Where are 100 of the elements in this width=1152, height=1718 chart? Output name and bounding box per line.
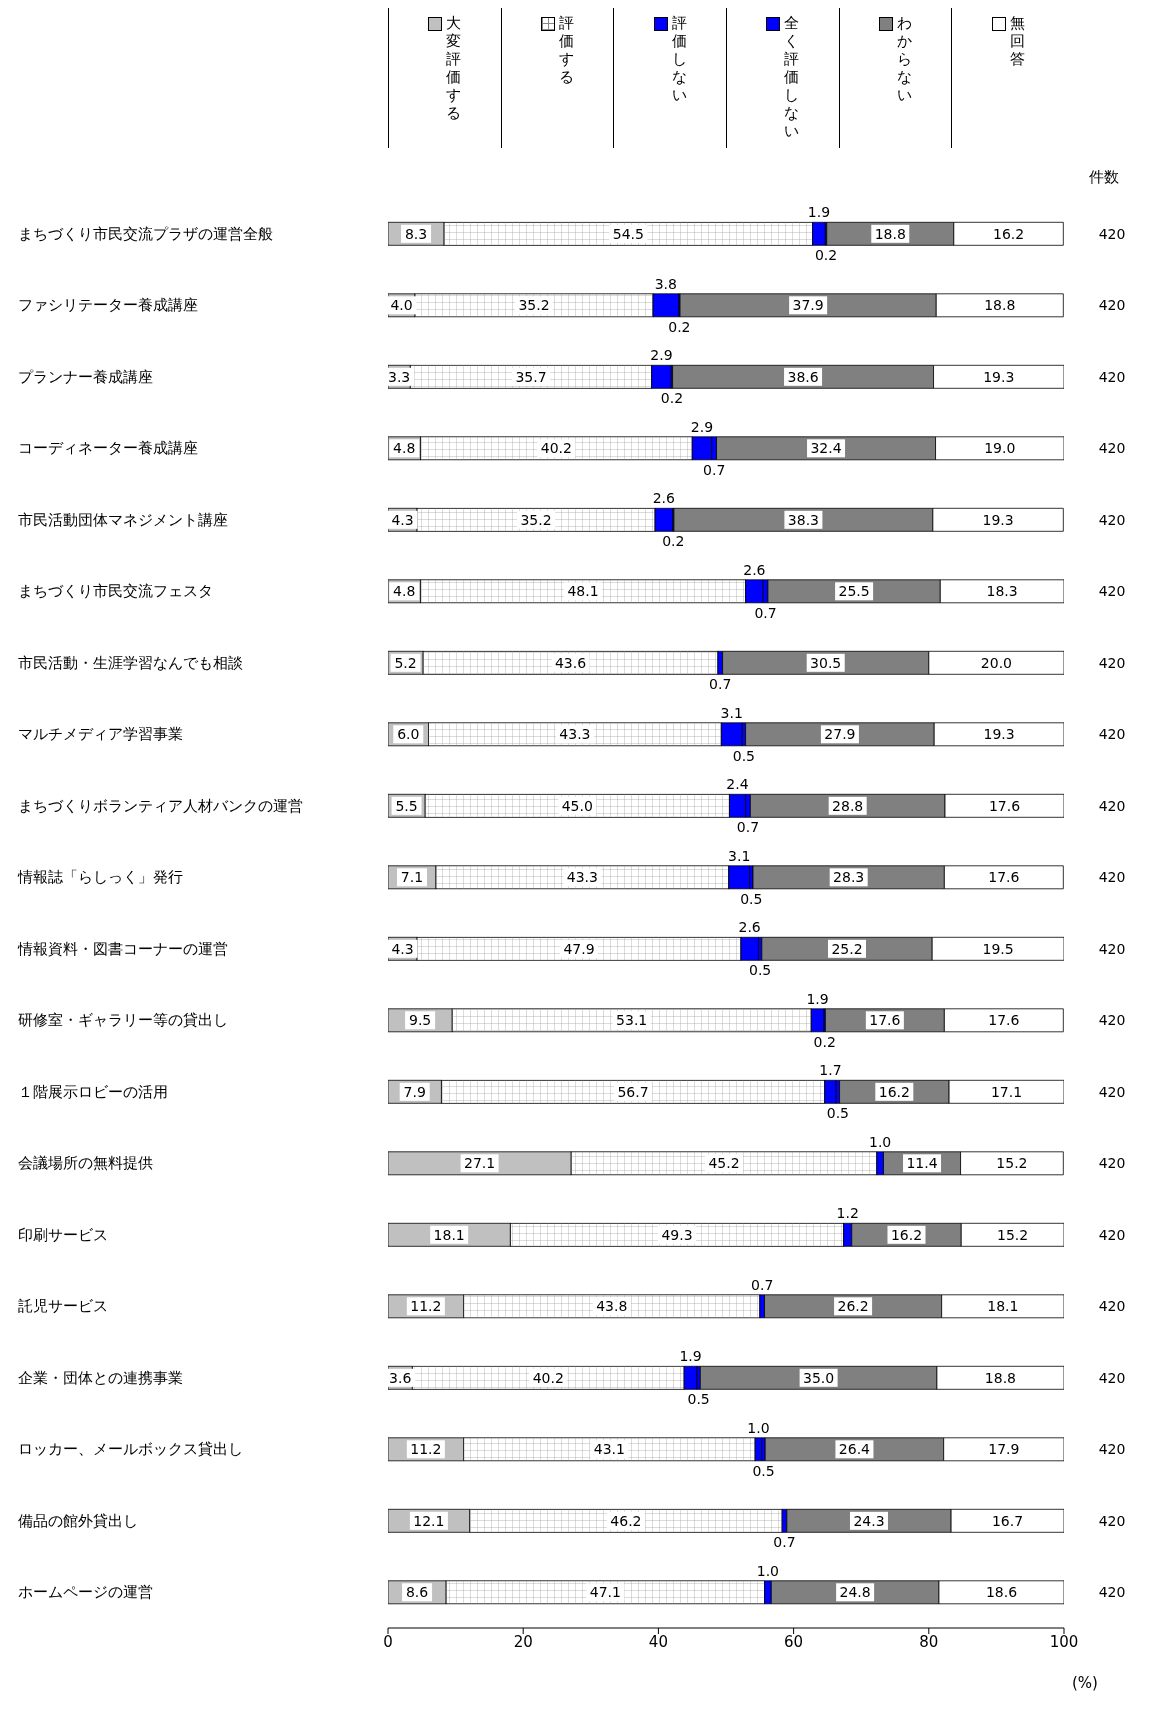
data-label: 5.5 — [395, 797, 418, 814]
data-label: 4.8 — [393, 583, 416, 600]
y-tick-label: ホームページの運営 — [18, 1583, 153, 1602]
data-label: 1.2 — [836, 1205, 859, 1222]
text: 420 — [1098, 869, 1126, 886]
data-label: 16.2 — [992, 225, 1025, 242]
data-label: 12.1 — [413, 1512, 445, 1529]
data-label: 0.2 — [668, 318, 691, 335]
data-label: 0.5 — [740, 890, 763, 907]
data-label: 0.7 — [773, 1534, 796, 1551]
text: 420 — [1098, 1512, 1126, 1529]
data-label: 3.6 — [389, 1369, 412, 1386]
data-label: 11.2 — [410, 1441, 442, 1458]
y-tick-label: 備品の館外貸出し — [18, 1511, 138, 1530]
y-tick-label: まちづくり市民交流フェスタ — [18, 582, 213, 601]
text: 420 — [1098, 1369, 1126, 1386]
data-label: 17.9 — [988, 1441, 1020, 1458]
legend-label: 無回答 — [1009, 14, 1025, 68]
y-tick-label: まちづくり市民交流プラザの運営全般 — [18, 224, 273, 243]
data-label: 0.2 — [662, 533, 685, 550]
data-label: 18.8 — [874, 225, 906, 242]
data-label: 38.3 — [787, 511, 819, 528]
data-label: 46.2 — [610, 1512, 642, 1529]
data-label: 0.5 — [826, 1105, 850, 1122]
text: 420 — [1098, 511, 1126, 528]
data-label: 24.3 — [853, 1512, 885, 1529]
data-label: 0.7 — [703, 461, 726, 478]
data-label: 8.6 — [405, 1584, 429, 1601]
data-label: 0.5 — [732, 747, 756, 764]
data-label: 27.1 — [464, 1155, 496, 1172]
data-label: 19.3 — [983, 368, 1015, 385]
data-label: 0.2 — [813, 1033, 836, 1050]
y-tick-label: ロッカー、メールボックス貸出し — [18, 1440, 243, 1459]
data-label: 2.6 — [652, 490, 676, 507]
legend-label: わからない — [896, 14, 912, 104]
y-tick-label: 企業・団体との連携事業 — [18, 1368, 183, 1387]
text: 420 — [1098, 1441, 1126, 1458]
data-label: 4.8 — [393, 440, 416, 457]
legend-label: 評価する — [558, 14, 574, 86]
data-label: 47.9 — [563, 940, 595, 957]
text: 420 — [1098, 583, 1126, 600]
data-label: 0.2 — [814, 247, 838, 264]
data-label: 35.2 — [518, 297, 550, 314]
x-tick-label: 60 — [784, 1632, 804, 1651]
data-label: 19.5 — [982, 940, 1014, 957]
text: 420 — [1098, 297, 1126, 314]
data-label: 25.2 — [831, 940, 863, 957]
data-label: 0.7 — [751, 1276, 774, 1293]
data-label: 3.3 — [388, 368, 411, 385]
text: 420 — [1098, 1226, 1126, 1243]
data-label: 0.7 — [754, 604, 777, 621]
data-label: 18.1 — [433, 1226, 465, 1243]
data-label: 11.2 — [410, 1298, 442, 1315]
text: 420 — [1098, 368, 1126, 385]
data-label: 45.0 — [561, 797, 593, 814]
data-label: 0.7 — [709, 676, 732, 693]
legend-label: 全く評価しない — [784, 14, 800, 140]
x-tick-label: 80 — [919, 1632, 939, 1651]
text: 420 — [1098, 1083, 1126, 1100]
text: 420 — [1098, 1155, 1126, 1172]
data-label: 18.3 — [986, 583, 1018, 600]
data-label: 19.3 — [982, 511, 1014, 528]
data-label: 28.3 — [833, 869, 865, 886]
data-label: 0.5 — [752, 1462, 775, 1479]
data-label: 37.9 — [792, 297, 824, 314]
data-label: 2.9 — [690, 418, 714, 435]
text: 420 — [1098, 654, 1126, 671]
y-tick-label: 会議場所の無料提供 — [18, 1154, 153, 1173]
data-label: 53.1 — [616, 1012, 648, 1029]
data-label: 4.3 — [391, 940, 414, 957]
data-label: 26.2 — [837, 1298, 869, 1315]
text: 420 — [1098, 1584, 1126, 1601]
text: 420 — [1098, 225, 1126, 242]
y-tick-label: 市民活動・生涯学習なんでも相談 — [18, 653, 243, 672]
data-label: 40.2 — [532, 1369, 564, 1386]
legend-label: 評価しない — [671, 14, 687, 104]
data-label: 27.9 — [824, 726, 856, 743]
y-tick-label: 研修室・ギャラリー等の貸出し — [18, 1011, 228, 1030]
legend-label: 大変評価する — [446, 14, 462, 122]
data-label: 49.3 — [661, 1226, 693, 1243]
data-label: 0.2 — [660, 390, 684, 407]
y-tick-label: コーディネーター養成講座 — [18, 439, 198, 458]
data-label: 18.8 — [984, 297, 1016, 314]
data-label: 17.6 — [869, 1012, 901, 1029]
data-label: 26.4 — [838, 1441, 871, 1458]
y-tick-label: 市民活動団体マネジメント講座 — [18, 510, 228, 529]
data-label: 2.6 — [738, 919, 761, 936]
text: 420 — [1098, 726, 1126, 743]
y-tick-label: 託児サービス — [18, 1297, 108, 1316]
data-label: 32.4 — [810, 440, 842, 457]
x-axis-title: (%) — [1072, 1674, 1098, 1692]
data-label: 1.7 — [819, 1062, 842, 1079]
data-label: 20.0 — [980, 654, 1012, 671]
data-label: 43.8 — [596, 1298, 628, 1315]
y-tick-label: １階展示ロビーの活用 — [18, 1082, 168, 1101]
data-label: 1.0 — [747, 1419, 770, 1436]
data-label: 43.1 — [593, 1441, 625, 1458]
data-label: 6.0 — [397, 726, 420, 743]
text: 420 — [1098, 940, 1126, 957]
data-label: 48.1 — [567, 583, 599, 600]
